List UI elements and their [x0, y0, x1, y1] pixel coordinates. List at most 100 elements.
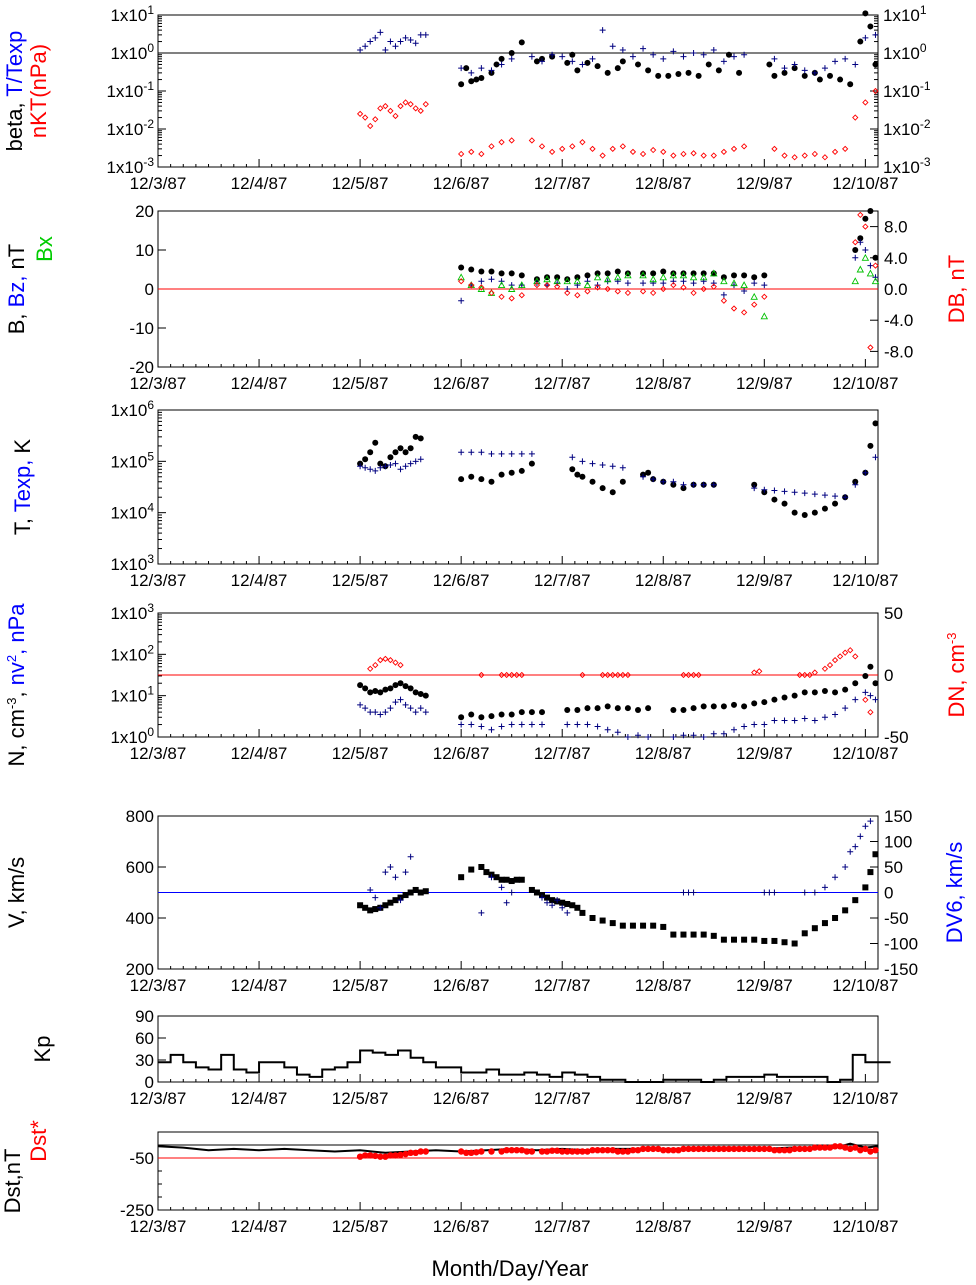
beta-panel-nktnpa-point: [831, 148, 839, 156]
density-panel-nv2-point: [518, 721, 525, 728]
velocity-y-label: V, km/s: [4, 857, 29, 928]
density-panel-nv2-point: [635, 732, 641, 739]
density-panel-nv2-point: [584, 721, 591, 728]
density-panel-dn-point: [367, 665, 374, 672]
density-y-label: N, cm-3, nv2, nPa: [4, 603, 29, 767]
density-panel-x-tick-label: 12/5/87: [332, 744, 389, 763]
temperature-panel-t-point: [417, 435, 424, 442]
density-panel-dn-point: [801, 671, 808, 679]
field-panel-bz-point: [741, 287, 748, 294]
velocity-panel-dv6-point: [392, 874, 399, 881]
dst-panel-dststar-point: [463, 1149, 470, 1157]
velocity-panel-dv6-point: [508, 889, 515, 896]
beta-panel-ttexp-point: [422, 31, 429, 38]
temperature-panel-texp-point: [367, 466, 374, 473]
field-panel-bz-point: [700, 278, 707, 285]
dst-panel-dststar-point: [796, 1145, 803, 1153]
velocity-panel-v-point: [493, 874, 500, 881]
beta-panel-ttexp-point: [458, 65, 465, 72]
beta-panel-beta-point: [867, 23, 874, 30]
velocity-panel-dv6-point: [498, 884, 505, 891]
dst-panel-dststar-point: [639, 1145, 647, 1153]
density-panel-nv2-point: [594, 723, 601, 730]
field-panel-bx-point: [573, 277, 582, 285]
temperature-panel-t-point: [872, 420, 879, 427]
dst-panel-dststar-point: [584, 1148, 591, 1155]
dst-panel-dststar-point: [538, 1148, 546, 1155]
temperature-panel-t-point: [362, 456, 369, 463]
velocity-panel-dv6-point: [407, 853, 414, 860]
beta-panel-ttexp-point: [832, 58, 839, 65]
field-panel-db-point: [594, 284, 601, 291]
temperature-panel-t-point: [569, 466, 576, 473]
density-panel-nv2-point: [680, 732, 687, 739]
field-panel-db-point: [710, 283, 717, 290]
density-panel-dn-point: [811, 669, 818, 676]
dst-panel-dststar-point: [857, 1147, 864, 1154]
dst-panel-dststar-point: [771, 1147, 778, 1154]
temperature-panel-texp-point: [852, 481, 859, 488]
temperature-panel-y-tick-label: 1x104: [110, 501, 154, 523]
density-panel-nv2-point: [362, 705, 369, 712]
density-panel-dn-point: [392, 659, 399, 666]
field-panel-db-point: [680, 284, 687, 291]
dst-panel-dststar-point: [725, 1145, 733, 1153]
velocity-panel-v-point: [842, 907, 849, 914]
density-panel-nv2-point: [791, 717, 798, 724]
beta-panel-ttexp-point: [387, 38, 394, 45]
velocity-panel-dv6-point: [690, 889, 697, 896]
density-panel-dn-point: [695, 671, 702, 679]
beta-panel-ttexp-point: [508, 55, 515, 62]
dst-panel-x-tick-label: 12/10/87: [832, 1217, 898, 1236]
density-panel-dn-point: [842, 649, 849, 656]
density-panel-nv2-point: [382, 709, 389, 716]
density-panel-dn-point: [852, 653, 859, 660]
beta-panel-ttexp-point: [680, 53, 687, 60]
beta-panel-ttexp-point: [382, 46, 389, 53]
temperature-panel-texp-point: [751, 485, 758, 492]
density-panel-x-tick-label: 12/8/87: [635, 744, 692, 763]
dst-panel-dststar-point: [821, 1144, 829, 1151]
dst-panel-dststar-point: [356, 1153, 364, 1160]
density-panel-n-point: [564, 707, 571, 714]
density-panel-n-point: [584, 705, 591, 712]
velocity-panel-v-point: [619, 922, 626, 929]
velocity-panel-v-point: [852, 897, 859, 904]
temperature-panel-t-point: [407, 445, 414, 452]
density-panel-dn-point: [685, 671, 692, 679]
beta-panel-nktnpa-point: [548, 148, 556, 156]
field-panel-x-tick-label: 12/4/87: [231, 374, 288, 393]
dst-panel-dststar-point: [735, 1145, 743, 1153]
density-panel-nv2-point: [801, 715, 808, 722]
dst-panel-dststar-point: [831, 1143, 839, 1150]
field-panel-db-point: [730, 305, 738, 312]
density-panel-nv2-point: [422, 709, 429, 716]
field-panel-x-tick-label: 12/10/87: [832, 374, 898, 393]
field-panel-bx-point: [563, 277, 572, 285]
beta-panel-nktnpa-point: [367, 122, 374, 130]
density-panel-nv2-point: [488, 726, 495, 733]
velocity-panel-dv6-point: [402, 869, 409, 876]
dst-panel-y-tick-label: -50: [129, 1149, 154, 1168]
dst-panel-dststar-point: [604, 1147, 611, 1154]
dst-panel-x-tick-label: 12/7/87: [534, 1217, 591, 1236]
beta-panel-beta-point: [665, 72, 672, 79]
beta-panel-ttexp-point: [821, 65, 828, 72]
beta-panel-beta-point: [604, 69, 611, 76]
dst-panel-dststar-point: [806, 1145, 813, 1153]
density-panel-dn-point: [382, 655, 389, 663]
dst-panel-dststar-point: [791, 1145, 798, 1153]
beta-panel-x-tick-label: 12/7/87: [534, 174, 591, 193]
velocity-panel-v-point: [660, 923, 667, 930]
field-panel-db-point: [478, 284, 485, 291]
temperature-panel-texp-point: [508, 450, 515, 457]
beta-panel-nktnpa-point: [781, 152, 788, 159]
beta-panel-nktnpa-point: [412, 105, 419, 112]
dst-panel-dststar-point: [715, 1145, 723, 1153]
velocity-panel-v-point: [574, 904, 581, 911]
field-panel-db-point: [670, 281, 677, 289]
field-panel-bx-point: [603, 275, 612, 283]
density-panel-n-point: [751, 700, 758, 707]
kp-panel-x-tick-label: 12/5/87: [332, 1089, 389, 1108]
density-panel-nv2-point: [700, 734, 707, 740]
